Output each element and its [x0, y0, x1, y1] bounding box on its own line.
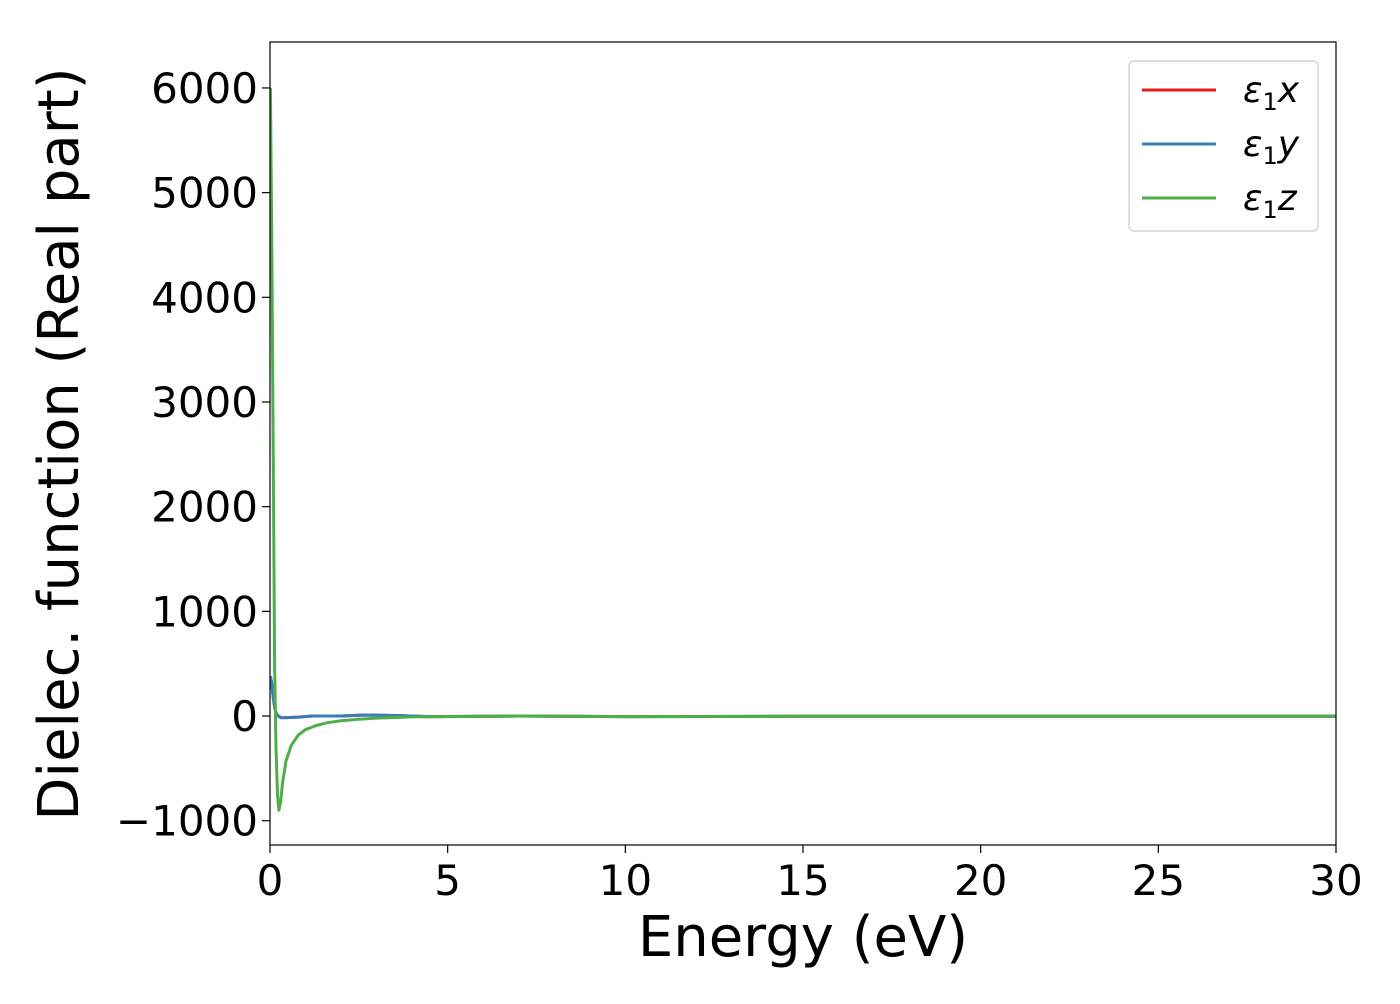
y-axis: −1000 0 1000 2000 3000 4000 5000 6000 [116, 64, 270, 846]
y-axis-label: Dielec. function (Real part) [27, 67, 92, 820]
x-tick-label: 20 [954, 856, 1007, 905]
series-line-z [270, 87, 1336, 812]
legend-entry-z: ε1z [1142, 178, 1298, 224]
legend-entry-x: ε1x [1142, 70, 1300, 116]
x-axis-label: Energy (eV) [638, 905, 968, 970]
series-line-x [270, 676, 1336, 720]
legend-label: ε1x [1243, 70, 1300, 116]
y-tick-label: 1000 [151, 587, 258, 636]
legend-box [1128, 60, 1319, 232]
y-tick-label: 4000 [151, 273, 258, 322]
y-tick-label: 5000 [151, 169, 258, 218]
y-tick-label: 3000 [151, 378, 258, 427]
x-tick-label: 30 [1309, 856, 1362, 905]
x-tick-label: 25 [1132, 856, 1185, 905]
legend: ε1x ε1y ε1z [1128, 60, 1319, 232]
x-tick-label: 10 [599, 856, 652, 905]
series-layer [270, 87, 1336, 812]
x-tick-label: 0 [257, 856, 284, 905]
series-line-y [270, 676, 1336, 720]
legend-entry-y: ε1y [1142, 124, 1300, 170]
y-tick-label: 0 [231, 692, 258, 741]
y-tick-label: −1000 [116, 797, 258, 846]
x-tick-label: 15 [776, 856, 829, 905]
x-axis: 0 5 10 15 20 25 30 [257, 845, 1363, 905]
y-tick-label: 2000 [151, 483, 258, 532]
legend-label: ε1z [1243, 178, 1298, 224]
legend-label: ε1y [1243, 124, 1300, 170]
x-tick-label: 5 [434, 856, 461, 905]
y-tick-label: 6000 [151, 64, 258, 113]
